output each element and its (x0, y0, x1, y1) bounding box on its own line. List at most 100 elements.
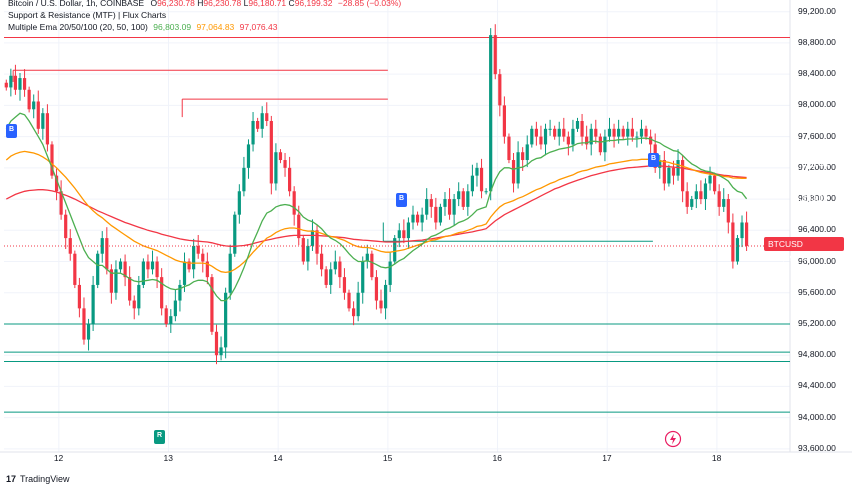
candle-body (141, 261, 145, 285)
time-tick-label: 15 (382, 453, 393, 463)
candle-body (543, 128, 548, 145)
candle-body (699, 191, 703, 200)
buy-signal-marker[interactable]: B (6, 124, 17, 138)
candle-body (329, 269, 333, 285)
candle-body (196, 245, 200, 254)
candle-body (626, 128, 630, 137)
candle-body (210, 277, 214, 332)
candle-body (288, 167, 292, 192)
candle-body (164, 308, 168, 324)
candle-body (91, 284, 95, 324)
time-tick-label: 13 (163, 453, 173, 463)
candle-body (319, 253, 324, 270)
candle-body (54, 175, 59, 192)
candle-body (278, 152, 283, 161)
lightning-icon[interactable] (664, 430, 682, 448)
candle-body (146, 261, 150, 270)
time-tick-label: 18 (711, 453, 722, 463)
ema-indicator-legend[interactable]: Multiple Ema 20/50/100 (20, 50, 100) 96,… (8, 21, 277, 33)
candle-body (41, 113, 45, 129)
candle-body (571, 128, 575, 145)
candle-body (379, 300, 383, 309)
candle-body (452, 199, 456, 215)
candle-body (224, 292, 228, 348)
buy-signal-marker[interactable]: B (648, 153, 659, 167)
candle-body (585, 136, 589, 145)
candle-body (132, 300, 136, 309)
candle-body (315, 230, 319, 254)
candle-body (617, 128, 621, 137)
open-label: O (150, 0, 158, 8)
buy-signal-marker[interactable]: B (396, 193, 407, 207)
candle-body (470, 175, 475, 192)
candle-body (397, 230, 401, 239)
candle-body (434, 206, 438, 223)
candle-body (13, 75, 18, 90)
candle-body (498, 74, 502, 106)
candle-body (205, 261, 209, 278)
candle-body (292, 191, 296, 215)
candle-body (443, 199, 447, 207)
ticker-symbol: BTCUSD (768, 239, 803, 249)
candle-body (109, 269, 113, 293)
candle-body (342, 277, 347, 293)
candle-body (411, 214, 415, 223)
candle-body (160, 277, 164, 309)
candle-body (59, 191, 63, 215)
candle-body (233, 214, 237, 254)
candle-body (507, 136, 511, 161)
candle-body (374, 277, 379, 301)
candle-body (649, 136, 653, 145)
sr-indicator-name: Support & Resistance (MTF) | Flux Charts (8, 10, 167, 20)
candle-body (621, 128, 625, 137)
candle-body (105, 238, 109, 270)
candle-body (393, 238, 397, 262)
candle-body (182, 261, 187, 285)
candle-body (306, 245, 310, 262)
ema-indicator-name: Multiple Ema 20/50/100 (20, 50, 100) (8, 22, 148, 32)
candle-body (420, 214, 424, 223)
candle-body (685, 191, 689, 207)
candle-body (173, 300, 177, 317)
candle-body (297, 214, 301, 239)
reversal-marker[interactable]: R (154, 430, 165, 444)
price-tick-label: 93,600.00 (798, 442, 836, 453)
candle-body (347, 292, 351, 309)
ema100-value: 97,076.43 (239, 22, 278, 32)
candle-body (265, 113, 269, 122)
change-value: −28.85 (−0.03%) (337, 0, 402, 8)
ema20-value: 96,803.09 (153, 22, 192, 32)
candle-body (722, 199, 726, 207)
time-tick-label: 12 (53, 453, 64, 463)
candle-body (45, 113, 50, 145)
tradingview-logo[interactable]: 17 TradingView (6, 474, 70, 484)
price-tick-label: 95,200.00 (798, 317, 836, 328)
price-tick-label: 96,000.00 (798, 255, 836, 266)
candle-body (251, 121, 255, 145)
sr-indicator-legend[interactable]: Support & Resistance (MTF) | Flux Charts (8, 9, 166, 21)
tradingview-mark-icon: 17 (6, 474, 17, 484)
candle-body (96, 253, 100, 285)
candle-body (425, 199, 429, 215)
candle-body (438, 206, 443, 223)
symbol-legend[interactable]: Bitcoin / U.S. Dollar, 1h, COINBASE O96,… (8, 0, 401, 9)
open-value: 96,230.78 (157, 0, 195, 8)
candle-body (740, 222, 744, 239)
candle-body (383, 284, 388, 309)
candle-body (589, 128, 593, 145)
candle-body (333, 261, 337, 270)
candle-body (356, 292, 360, 317)
candle-body (283, 160, 287, 168)
candle-body (260, 113, 264, 129)
candle-body (365, 253, 369, 262)
candle-body (493, 35, 497, 75)
candle-body (429, 199, 433, 207)
candle-body (123, 261, 127, 278)
candle-body (484, 191, 488, 193)
candle-body (246, 144, 251, 168)
time-tick-label: 16 (492, 453, 502, 463)
ema50-value: 97,064.83 (196, 22, 235, 32)
candle-body (269, 121, 273, 184)
candle-body (511, 160, 516, 184)
